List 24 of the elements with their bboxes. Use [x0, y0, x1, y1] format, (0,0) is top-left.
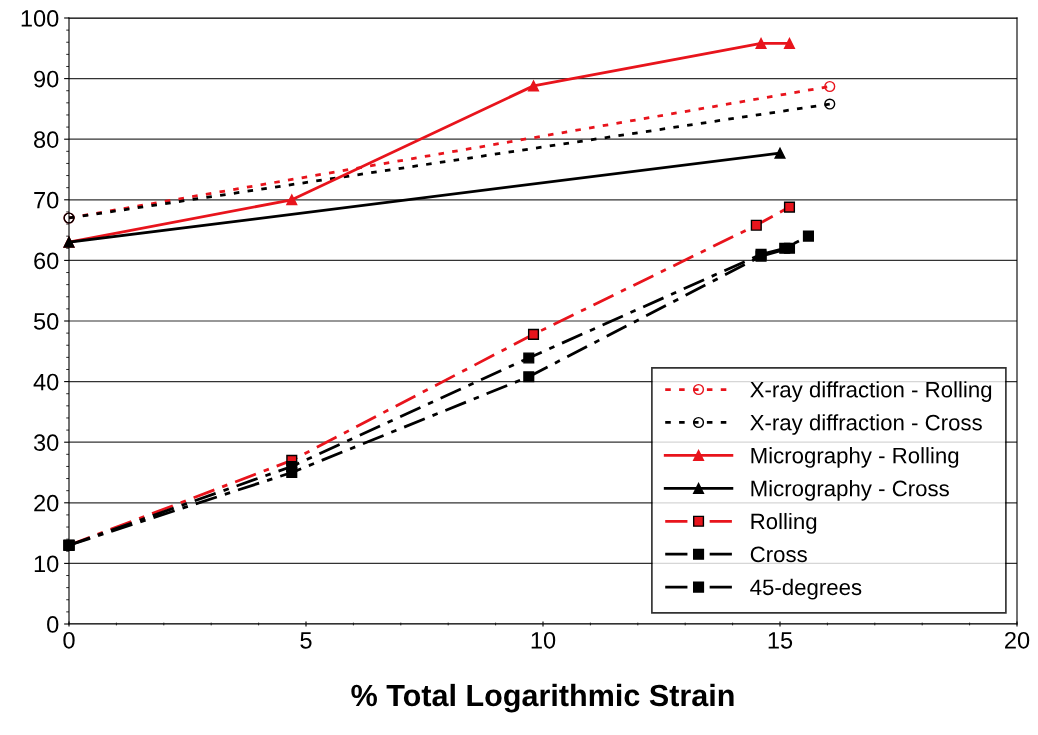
legend-label: X-ray diffraction - Cross	[750, 414, 982, 435]
y-tick-label: 90	[34, 70, 59, 88]
x-axis-title: % Total Logarithmic Strain	[351, 683, 734, 713]
y-tick-label: 30	[33, 434, 59, 451]
legend-label: Cross	[750, 546, 807, 563]
x-tick-label: 20	[1005, 631, 1030, 649]
y-tick-label: 10	[34, 555, 59, 573]
x-tick-label: 15	[768, 632, 793, 649]
y-tick-label: 40	[33, 373, 59, 391]
y-tick-label: 60	[34, 252, 59, 270]
y-tick-label: 50	[33, 313, 59, 330]
legend-label: Micrography - Rolling	[751, 447, 959, 468]
x-tick-label: 10	[531, 631, 556, 649]
y-tick-label: 100	[21, 10, 59, 27]
legend-label: Micrography - Cross	[751, 480, 949, 501]
y-tick-label: 0	[47, 616, 59, 633]
legend-label: Rolling	[751, 512, 817, 534]
y-tick-label: 80	[34, 131, 59, 148]
x-tick-label: 5	[300, 632, 312, 649]
x-tick-label: 0	[63, 631, 75, 649]
legend-label: X-ray diffraction - Rolling	[750, 381, 992, 402]
y-tick-label: 70	[34, 191, 59, 209]
y-tick-label: 20	[34, 494, 59, 512]
legend-label: 45-degrees	[750, 578, 862, 600]
